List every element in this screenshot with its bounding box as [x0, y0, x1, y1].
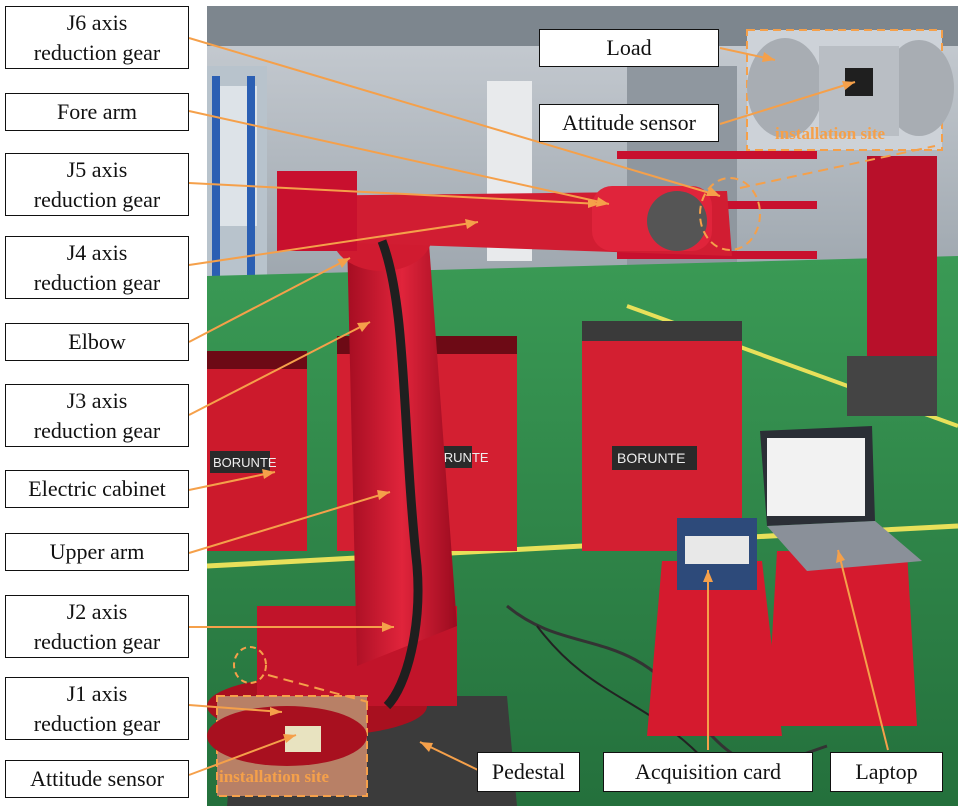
arrow-electric-cabinet	[262, 469, 275, 479]
leader-fore-arm	[188, 110, 610, 205]
label-electric-cabinet: Electric cabinet	[5, 470, 189, 508]
leader-j1	[188, 704, 283, 713]
label-laptop: Laptop	[830, 752, 943, 792]
leader-elbow	[188, 257, 351, 343]
label-attitude-sensor-top: Attitude sensor	[539, 104, 719, 142]
label-j4-reduction-gear: J4 axis reduction gear	[5, 236, 189, 299]
robot-photo: BORUNTE BORUNTE BORUNTE	[207, 6, 958, 806]
j1-highlight	[233, 646, 267, 684]
arrow-j4	[465, 219, 478, 229]
arrow-attitude-sensor-base	[283, 734, 296, 743]
label-pedestal: Pedestal	[477, 752, 580, 792]
leader-j4	[188, 221, 479, 266]
photo-scene: BORUNTE BORUNTE BORUNTE	[207, 6, 958, 806]
label-fore-arm: Fore arm	[5, 93, 189, 131]
label-j1-reduction-gear: J1 axis reduction gear	[5, 677, 189, 740]
label-upper-arm: Upper arm	[5, 533, 189, 571]
leader-electric-cabinet	[188, 471, 276, 491]
arrow-j1	[270, 707, 282, 716]
arrow-elbow	[337, 258, 350, 268]
installation-site-top: installation site	[775, 124, 886, 143]
arrow-fore-arm	[596, 197, 609, 207]
label-load: Load	[539, 29, 719, 67]
leader-j3	[188, 321, 371, 416]
cabinet-brand-3: BORUNTE	[617, 450, 685, 466]
label-elbow: Elbow	[5, 323, 189, 361]
arrow-pedestal	[420, 742, 433, 752]
leader-attitude-sensor-base	[188, 734, 297, 776]
label-j5-reduction-gear: J5 axis reduction gear	[5, 153, 189, 216]
leader-j5	[188, 182, 601, 205]
label-attitude-sensor-base: Attitude sensor	[5, 760, 189, 798]
arrow-upper-arm	[377, 490, 390, 500]
leader-j6	[188, 37, 721, 197]
arrow-load	[762, 52, 775, 62]
label-j3-reduction-gear: J3 axis reduction gear	[5, 384, 189, 447]
cabinet-brand-1: BORUNTE	[213, 455, 277, 470]
label-j2-reduction-gear: J2 axis reduction gear	[5, 595, 189, 658]
arrow-attitude-sensor-top	[842, 81, 855, 90]
inset-link-top	[739, 145, 936, 189]
arrow-j6	[706, 186, 720, 196]
leader-attitude-sensor-top	[719, 81, 856, 125]
j6-highlight	[699, 177, 761, 251]
inset-link-bottom	[267, 674, 369, 703]
leader-laptop	[837, 549, 889, 751]
label-j6-reduction-gear: J6 axis reduction gear	[5, 6, 189, 69]
arrow-acquisition-card	[703, 570, 713, 582]
label-acquisition-card: Acquisition card	[603, 752, 813, 792]
leader-upper-arm	[188, 491, 391, 554]
installation-site-bottom: installation site	[219, 767, 330, 786]
arrow-laptop	[836, 550, 845, 563]
arrow-j3	[357, 322, 370, 332]
arrow-j2	[382, 622, 394, 632]
arrow-j5	[588, 199, 600, 208]
